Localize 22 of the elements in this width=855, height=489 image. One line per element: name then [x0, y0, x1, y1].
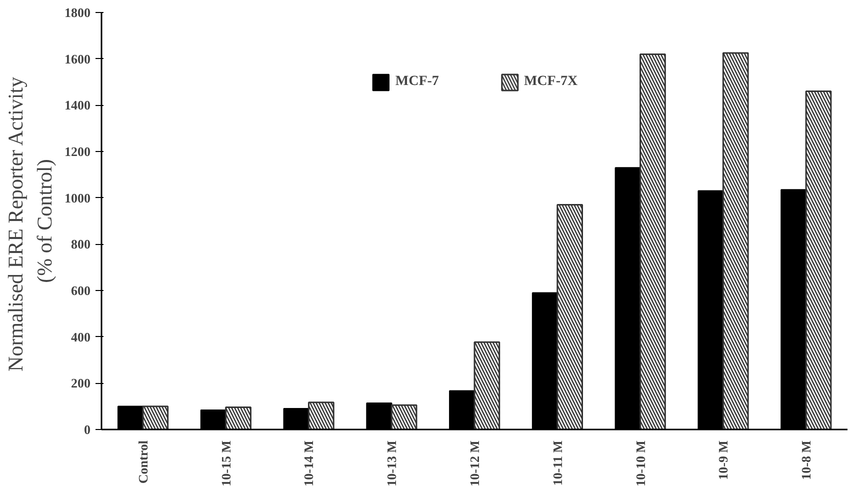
legend-label: MCF-7 — [395, 74, 439, 90]
y-tick-label: 800 — [71, 236, 90, 252]
y-tick-label: 1400 — [64, 98, 90, 113]
y-tick-label: 1600 — [64, 51, 90, 66]
x-tick-label: 10-13 M — [384, 440, 400, 486]
y-tick-label: 600 — [71, 283, 90, 298]
y-tick-label: 1200 — [64, 144, 90, 159]
x-tick-label: 10-14 M — [301, 440, 316, 486]
y-tick-label: 1800 — [64, 5, 90, 20]
y-tick-label: 200 — [71, 376, 90, 391]
x-tick-label: 10-11 M — [550, 440, 565, 486]
x-tick-label: 10-12 M — [467, 440, 482, 486]
y-tick-label: 400 — [71, 329, 90, 344]
y-tick-label: 0 — [84, 422, 90, 437]
x-tick-label: 10-9 M — [716, 440, 731, 480]
y-tick-label: 1000 — [64, 190, 90, 206]
x-tick-label: 10-10 M — [632, 440, 648, 486]
x-tick-label: 10-15 M — [218, 440, 234, 486]
x-tick-label: Control — [135, 440, 150, 484]
legend-label: MCF-7X — [524, 74, 578, 90]
y-axis-title: Normalised ERE Reporter Activity (% of Control) — [4, 76, 56, 372]
x-tick-label: 10-8 M — [798, 440, 814, 480]
